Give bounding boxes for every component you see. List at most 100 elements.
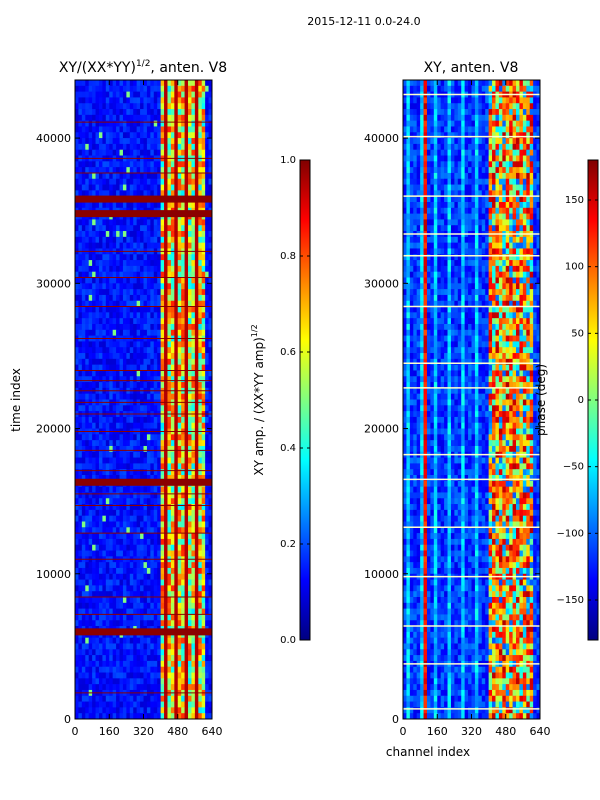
- heatmap-cell: [75, 300, 79, 307]
- heatmap-cell: [205, 649, 209, 656]
- heatmap-cell: [516, 126, 520, 133]
- heatmap-cell: [92, 178, 96, 185]
- heatmap-cell: [122, 527, 127, 534]
- heatmap-cell: [181, 544, 185, 551]
- heatmap-cell: [208, 376, 213, 383]
- heatmap-cell: [119, 143, 124, 151]
- heatmap-cell: [198, 486, 203, 493]
- heatmap-cell: [164, 707, 168, 714]
- heatmap-cell: [85, 271, 89, 278]
- heatmap-cell: [85, 701, 89, 708]
- heatmap-cell: [75, 201, 79, 209]
- heatmap-cell: [146, 660, 151, 668]
- heatmap-cell: [164, 143, 168, 151]
- heatmap-cell: [116, 370, 120, 377]
- heatmap-cell: [170, 614, 175, 621]
- heatmap-cell: [109, 678, 113, 685]
- heatmap-cell: [522, 143, 527, 151]
- heatmap-cell: [78, 695, 83, 702]
- heatmap-cell: [102, 283, 107, 290]
- heatmap-cell: [143, 91, 148, 98]
- heatmap-cell: [75, 713, 79, 720]
- heatmap-cell: [126, 678, 131, 685]
- heatmap-cell: [488, 120, 493, 127]
- heatmap-cell: [205, 277, 209, 284]
- heatmap-cell: [95, 533, 100, 540]
- heatmap-cell: [88, 225, 93, 232]
- heatmap-cell: [167, 323, 172, 331]
- heatmap-cell: [174, 242, 179, 249]
- heatmap-cell: [81, 376, 86, 383]
- heatmap-cell: [423, 80, 428, 87]
- heatmap-cell: [81, 486, 86, 493]
- heatmap-cell: [167, 85, 172, 92]
- heatmap-cell: [164, 695, 168, 702]
- heatmap-cell: [529, 97, 534, 104]
- heatmap-cell: [112, 97, 117, 104]
- heatmap-cell: [78, 486, 83, 493]
- heatmap-cell: [170, 353, 175, 360]
- heatmap-cell: [126, 585, 131, 592]
- heatmap-cell: [88, 120, 93, 127]
- heatmap-cell: [136, 550, 141, 557]
- heatmap-cell: [85, 567, 89, 575]
- heatmap-cell: [85, 521, 89, 528]
- heatmap-cell: [88, 329, 93, 336]
- heatmap-cell: [194, 533, 199, 540]
- heatmap-cell: [126, 120, 131, 127]
- heatmap-cell: [174, 573, 179, 580]
- heatmap-cell: [184, 550, 189, 557]
- heatmap-cell: [181, 457, 185, 464]
- heatmap-cell: [188, 312, 192, 319]
- heatmap-cell: [146, 161, 151, 168]
- heatmap-cell: [129, 114, 134, 121]
- heatmap-cell: [129, 318, 134, 325]
- heatmap-cell: [205, 567, 209, 575]
- heatmap-cell: [177, 509, 182, 516]
- heatmap-cell: [201, 306, 206, 313]
- heatmap-cell: [75, 138, 79, 145]
- heatmap-cell: [133, 126, 137, 133]
- heatmap-cell: [143, 504, 148, 511]
- heatmap-cell: [403, 143, 407, 151]
- heatmap-cell: [75, 672, 79, 679]
- heatmap-cell: [116, 323, 120, 331]
- heatmap-cell: [119, 306, 124, 313]
- heatmap-cell: [191, 167, 196, 174]
- heatmap-cell: [170, 80, 175, 87]
- heatmap-cell: [112, 323, 117, 331]
- heatmap-cell: [208, 544, 213, 551]
- heatmap-cell: [85, 80, 89, 87]
- heatmap-cell: [512, 126, 517, 133]
- heatmap-cell: [88, 364, 93, 371]
- heatmap-cell: [413, 85, 417, 92]
- heatmap-cell: [153, 114, 158, 121]
- heatmap-cell: [78, 608, 83, 615]
- heatmap-cell: [112, 475, 117, 482]
- heatmap-cell: [112, 167, 117, 174]
- heatmap-cell: [116, 550, 120, 557]
- heatmap-cell: [116, 126, 120, 133]
- heatmap-cell: [119, 451, 124, 458]
- heatmap-cell: [78, 562, 83, 569]
- heatmap-cell: [92, 573, 96, 580]
- heatmap-cell: [102, 265, 107, 272]
- heatmap-cell: [167, 161, 172, 168]
- heatmap-cell: [194, 457, 199, 464]
- heatmap-cell: [112, 138, 117, 145]
- heatmap-cell: [184, 486, 189, 493]
- heatmap-cell: [174, 283, 179, 290]
- heatmap-cell: [81, 167, 86, 174]
- heatmap-cell: [136, 190, 141, 197]
- heatmap-cell: [440, 149, 445, 156]
- heatmap-cell: [191, 660, 196, 668]
- heatmap-cell: [109, 515, 113, 522]
- heatmap-cell: [150, 585, 155, 592]
- heatmap-cell: [208, 271, 213, 278]
- heatmap-cell: [153, 91, 158, 98]
- heatmap-cell: [129, 358, 134, 365]
- heatmap-cell: [198, 300, 203, 307]
- heatmap-cell: [170, 463, 175, 470]
- heatmap-cell: [167, 498, 172, 505]
- heatmap-cell: [454, 114, 459, 121]
